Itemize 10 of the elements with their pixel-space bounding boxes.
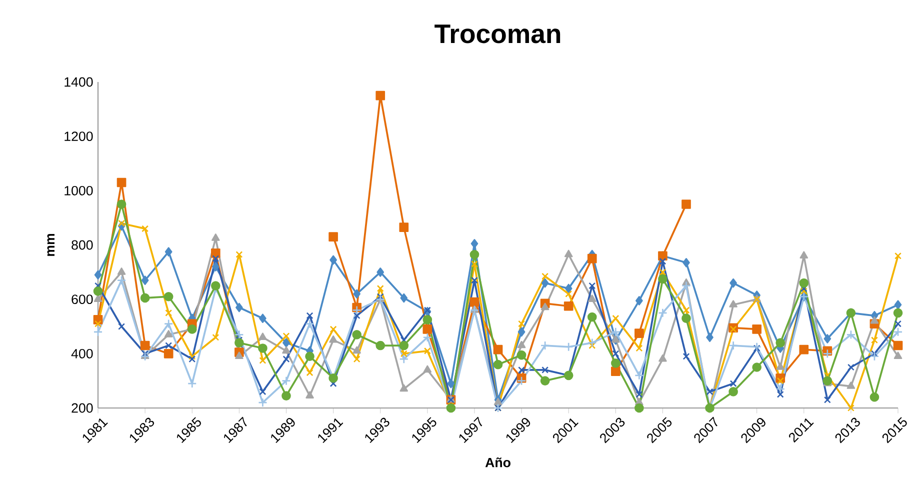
y-tick-label: 200 xyxy=(72,403,93,413)
y-tick-label: 800 xyxy=(72,240,93,250)
y-axis-title: mm xyxy=(47,234,54,256)
y-tick-label: 1200 xyxy=(64,132,93,142)
y-tick-label: 1000 xyxy=(64,186,93,196)
chart-title: Trocoman xyxy=(434,24,560,44)
y-tick-label: 600 xyxy=(72,294,93,304)
y-tick-label: 400 xyxy=(71,348,93,358)
y-tick-label: 1400 xyxy=(64,77,93,87)
x-axis-title: Año xyxy=(485,458,510,468)
